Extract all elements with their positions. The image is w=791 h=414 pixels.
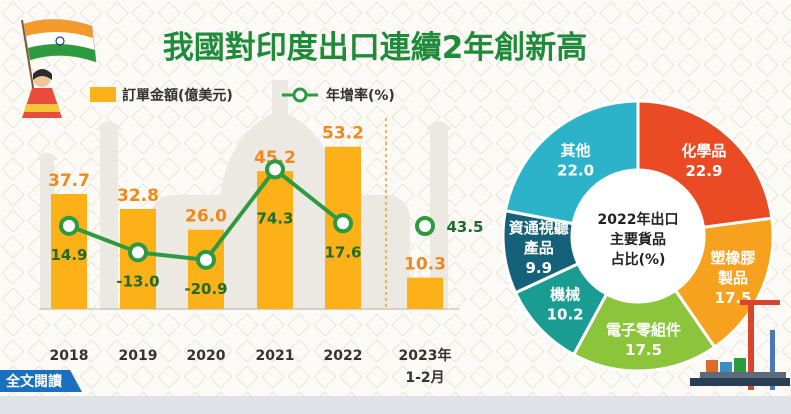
legend-line-marker (292, 87, 308, 103)
legend-bar-swatch (90, 87, 116, 102)
growth-value-label-0: 14.9 (50, 246, 87, 264)
pie-name-label-5-0: 其他 (561, 141, 591, 159)
growth-point-0 (59, 215, 79, 236)
india-flag-mascot-icon (21, 19, 97, 119)
legend: 訂單金額(億美元) 年增率(%) (90, 87, 395, 104)
bar-0 (51, 194, 87, 309)
x-tick-label-1: 2019 (119, 348, 158, 364)
bar-value-label-1: 32.8 (117, 186, 159, 206)
pie-center-hole (572, 170, 704, 302)
bar-value-label-0: 37.7 (48, 171, 90, 191)
pie-value-label-3: 10.2 (547, 305, 584, 323)
growth-value-label-2: -20.9 (184, 280, 227, 298)
pie-value-label-2: 17.5 (625, 341, 662, 359)
pie-center-label-line2: 主要貨品 (610, 231, 666, 248)
growth-value-label-3: 74.3 (256, 209, 293, 227)
x-tick-label-3: 2021 (256, 348, 295, 364)
pie-center-label-line1: 2022年出口 (598, 211, 679, 228)
pie-name-label-3-0: 機械 (550, 285, 580, 303)
footer-strip (0, 396, 791, 414)
growth-value-label-4: 17.6 (324, 243, 361, 261)
legend-line-label: 年增率(%) (326, 87, 395, 104)
x-tick-label-0: 2018 (50, 348, 89, 364)
full-article-button-label[interactable]: 全文閱讀 (5, 373, 62, 390)
growth-point-4 (333, 213, 353, 234)
growth-point-2 (196, 249, 216, 270)
bar-value-label-3: 45.2 (254, 148, 296, 168)
chart-title: 我國對印度出口連續2年創新高 (163, 30, 588, 66)
bar-3 (257, 171, 293, 309)
pie-name-label-0-0: 化學品 (681, 142, 726, 160)
x-tick-label-5-0: 2023年 (399, 347, 452, 364)
pie-name-label-1-1: 製品 (717, 269, 748, 287)
pie-center-label-line3: 占比(%) (611, 251, 666, 268)
x-tick-label-2: 2020 (187, 348, 226, 364)
bar-value-label-5: 10.3 (404, 255, 446, 275)
legend-bar-label: 訂單金額(億美元) (122, 87, 233, 104)
bar-value-label-4: 53.2 (322, 124, 364, 144)
port-cranes-icon (690, 300, 790, 390)
x-tick-label-4: 2022 (324, 348, 363, 364)
growth-point-1 (128, 242, 148, 263)
bar-5 (407, 277, 443, 309)
bar-value-label-2: 26.0 (185, 207, 227, 227)
pie-name-label-4-0: 資通視聽 (509, 219, 569, 237)
pie-value-label-0: 22.9 (685, 162, 722, 180)
pie-name-label-2-0: 電子零組件 (606, 321, 681, 339)
full-article-button[interactable] (0, 370, 82, 392)
growth-point-3 (265, 159, 285, 180)
growth-point-5 (415, 216, 435, 236)
x-tick-label-5-1: 1-2月 (405, 370, 444, 386)
pie-name-label-1-0: 塑橡膠 (711, 249, 756, 267)
growth-value-label-1: -13.0 (116, 272, 159, 290)
pie-value-label-4: 9.9 (525, 259, 552, 277)
pie-value-label-5: 22.0 (557, 161, 594, 179)
pie-name-label-4-1: 產品 (523, 239, 554, 257)
growth-value-label-5: 43.5 (446, 218, 483, 236)
